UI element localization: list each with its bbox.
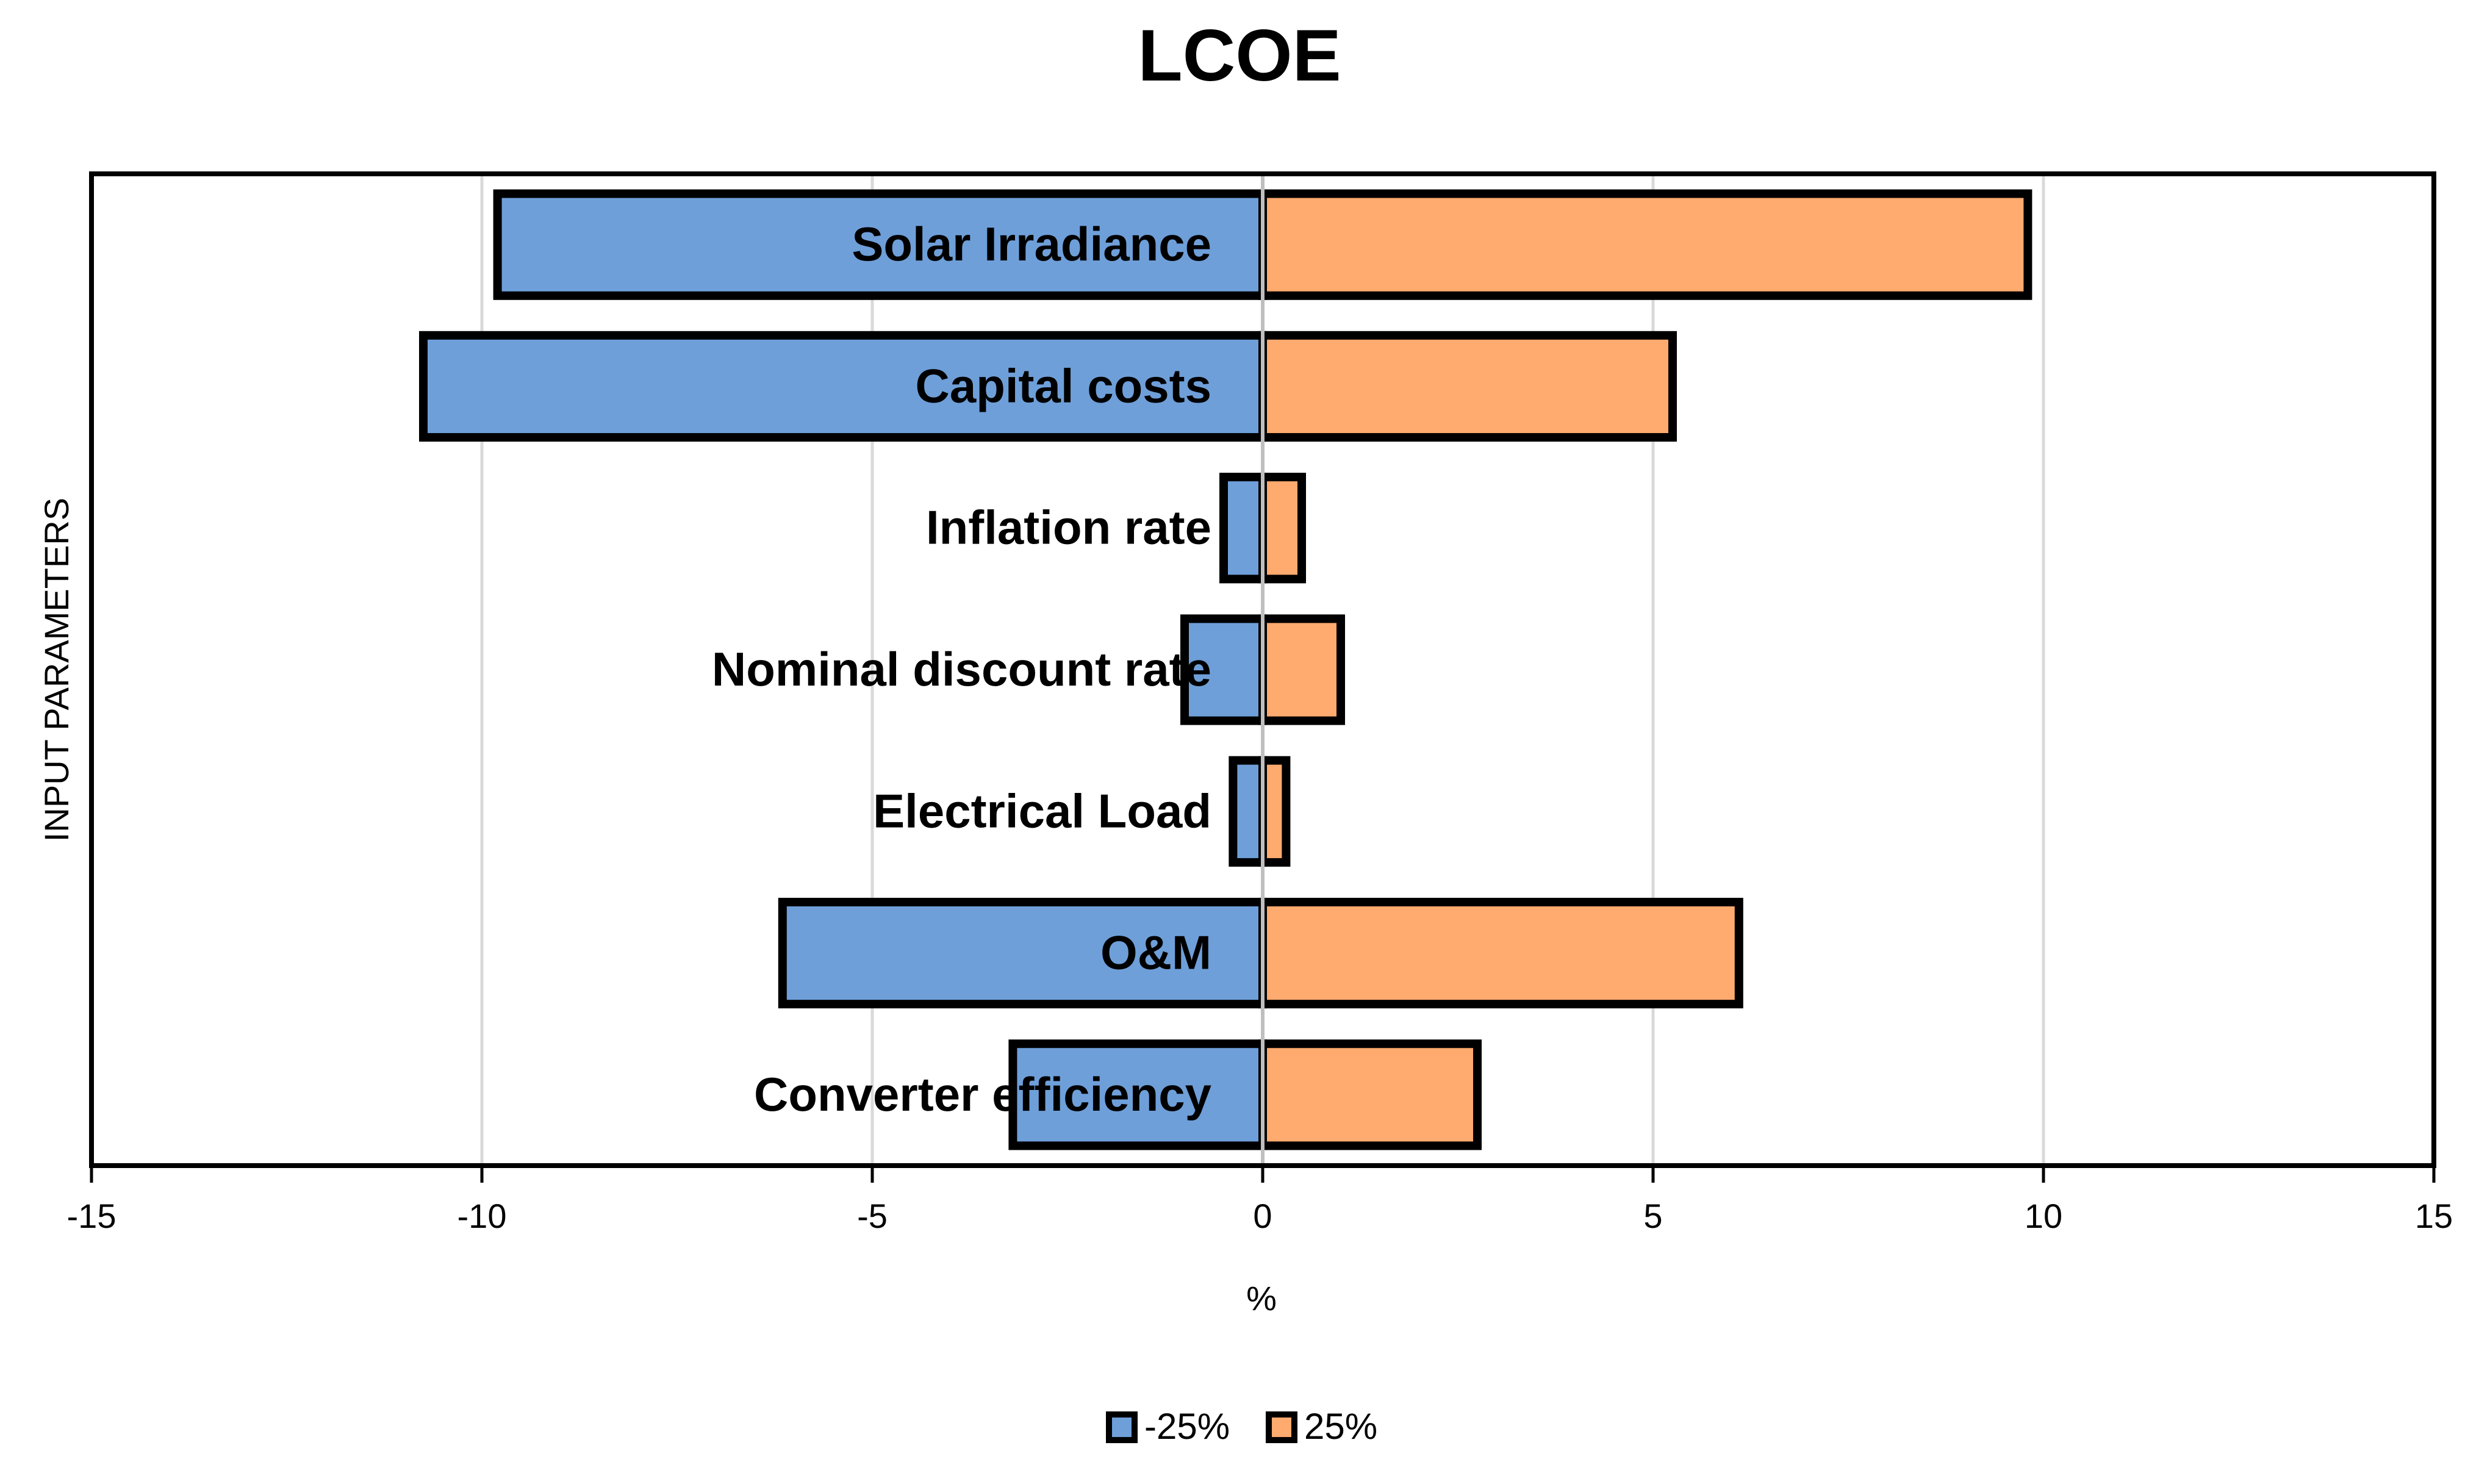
bar-minus-25 — [493, 189, 1267, 300]
category-label: Solar Irradiance — [852, 217, 1211, 271]
bar-plus-25 — [1258, 473, 1306, 584]
category-label: Capital costs — [916, 359, 1211, 412]
legend-swatch-plus-25 — [1266, 1411, 1297, 1443]
category-label: Electrical Load — [873, 784, 1211, 837]
category-label: Inflation rate — [926, 501, 1211, 554]
x-tick-label: -15 — [67, 1197, 117, 1235]
bar-plus-25 — [1258, 1039, 1482, 1150]
x-axis-ticks: -15 -10 -5 0 5 10 15 — [67, 1166, 2453, 1235]
category-label: Nominal discount rate — [712, 642, 1211, 696]
x-tick-label: -5 — [857, 1197, 888, 1235]
legend-swatch-minus-25 — [1106, 1411, 1138, 1443]
x-tick-label: -10 — [457, 1197, 507, 1235]
bar-plus-25 — [1258, 331, 1677, 442]
category-label: O&M — [1100, 926, 1211, 980]
x-axis-title: % — [1246, 1279, 1277, 1317]
x-tick-label: 15 — [2415, 1197, 2453, 1235]
legend: -25% 25% — [1106, 1406, 1377, 1447]
bars — [419, 189, 2032, 1150]
legend-label-minus-25: -25% — [1144, 1406, 1230, 1447]
bar-plus-25 — [1258, 189, 2032, 300]
bar-minus-25 — [1219, 473, 1267, 584]
bar-minus-25 — [1008, 1039, 1268, 1150]
y-axis-title: INPUT PARAMETERS — [37, 498, 76, 842]
x-tick-label: 10 — [2025, 1197, 2062, 1235]
bar-plus-25 — [1258, 614, 1345, 725]
bar-minus-25 — [1229, 756, 1267, 867]
bar-minus-25 — [778, 897, 1268, 1009]
x-tick-label: 5 — [1643, 1197, 1662, 1235]
bar-plus-25 — [1258, 756, 1291, 867]
chart-title: LCOE — [1138, 15, 1341, 96]
category-labels: Solar Irradiance Capital costs Inflation r… — [712, 217, 1211, 1121]
x-tick-label: 0 — [1253, 1197, 1272, 1235]
legend-label-plus-25: 25% — [1304, 1406, 1377, 1447]
bar-minus-25 — [419, 331, 1267, 442]
bar-plus-25 — [1258, 897, 1743, 1009]
category-label: Converter efficiency — [754, 1067, 1211, 1121]
